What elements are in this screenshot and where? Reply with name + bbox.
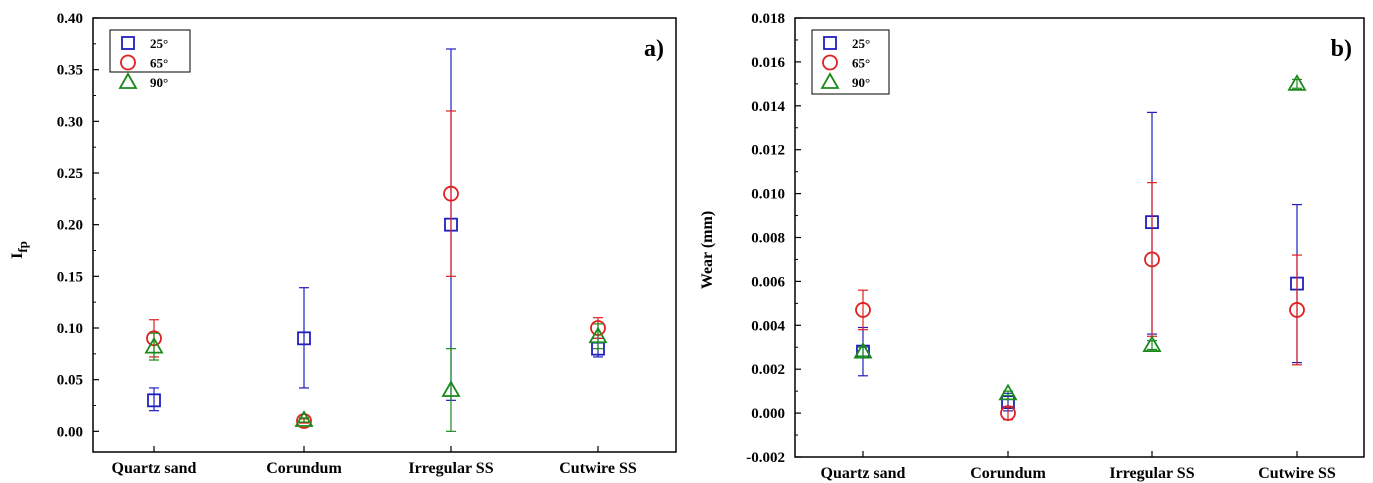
y-axis-title: Ifp bbox=[9, 241, 30, 259]
data-point bbox=[443, 185, 459, 202]
y-tick-label: 0.012 bbox=[751, 143, 785, 159]
data-point bbox=[1144, 251, 1160, 268]
series-0 bbox=[147, 48, 605, 412]
y-tick-label: 0.10 bbox=[57, 321, 83, 337]
data-point bbox=[1287, 74, 1307, 91]
y-tick-label: 0.018 bbox=[751, 11, 785, 27]
y-tick-label: 0.008 bbox=[751, 231, 785, 247]
legend-label: 25° bbox=[150, 36, 168, 51]
legend-label: 90° bbox=[852, 75, 870, 90]
data-point bbox=[1142, 335, 1162, 352]
panel-label: b) bbox=[1331, 36, 1352, 62]
y-tick-label: 0.00 bbox=[57, 424, 83, 440]
x-category-label: Irregular SS bbox=[1109, 465, 1194, 482]
y-tick-label: 0.006 bbox=[751, 274, 785, 290]
legend-label: 90° bbox=[150, 75, 168, 90]
x-category-label: Cutwire SS bbox=[1258, 465, 1336, 482]
y-tick-label: 0.002 bbox=[751, 362, 785, 378]
y-tick-label: -0.002 bbox=[746, 450, 785, 466]
y-tick-label: 0.05 bbox=[57, 373, 83, 389]
legend: 25° 65° 90° bbox=[109, 29, 191, 90]
legend-marker bbox=[121, 36, 135, 50]
y-tick-label: 0.000 bbox=[751, 406, 785, 422]
data-point bbox=[144, 336, 164, 354]
y-tick-label: 0.014 bbox=[751, 99, 785, 115]
legend-marker bbox=[823, 36, 837, 50]
legend-marker bbox=[120, 54, 136, 71]
y-tick-label: 0.016 bbox=[751, 55, 785, 71]
data-point bbox=[998, 383, 1018, 401]
legend-label: 65° bbox=[852, 56, 870, 71]
x-category-label: Cutwire SS bbox=[559, 460, 637, 477]
data-point bbox=[147, 393, 161, 408]
x-category-label: Irregular SS bbox=[408, 460, 493, 477]
chart-panel-b: -0.002 0.000 0.002 0.004 0.006 0.008 0.010 0.01… bbox=[699, 11, 1365, 482]
y-tick-label: 0.20 bbox=[57, 218, 83, 234]
data-point bbox=[441, 380, 461, 397]
data-point bbox=[1000, 405, 1016, 422]
data-point bbox=[1289, 302, 1305, 318]
series-1 bbox=[855, 182, 1305, 422]
data-point bbox=[588, 326, 608, 344]
series-0 bbox=[856, 111, 1304, 412]
plot-frame bbox=[92, 17, 677, 453]
series-1 bbox=[146, 110, 606, 429]
data-point bbox=[294, 410, 314, 427]
legend-marker bbox=[118, 72, 138, 89]
x-category-label: Quartz sand bbox=[821, 465, 906, 482]
chart-panel-a: 0.00 0.05 0.10 0.15 0.20 0.25 0.30 0.35 0.40 Quar… bbox=[9, 11, 677, 477]
data-point bbox=[855, 302, 871, 318]
x-category-label: Corundum bbox=[266, 460, 342, 477]
panel-label: a) bbox=[644, 36, 664, 62]
y-tick-label: 0.004 bbox=[751, 318, 785, 334]
legend-marker bbox=[822, 54, 838, 71]
series-2 bbox=[144, 323, 608, 432]
y-axis-title: Wear (mm) bbox=[699, 211, 716, 289]
data-point bbox=[296, 413, 312, 429]
y-tick-label: 0.40 bbox=[57, 11, 83, 27]
legend-label: 25° bbox=[852, 36, 870, 51]
y-tick-label: 0.35 bbox=[57, 63, 83, 79]
legend-marker bbox=[820, 72, 840, 89]
x-category-label: Corundum bbox=[970, 465, 1046, 482]
x-category-label: Quartz sand bbox=[112, 460, 197, 477]
data-point bbox=[853, 341, 873, 359]
legend: 25° 65° 90° bbox=[811, 29, 890, 95]
series-2 bbox=[853, 74, 1307, 401]
legend-label: 65° bbox=[150, 56, 168, 71]
y-axis-title-subscript: fp bbox=[15, 241, 30, 253]
y-tick-label: 0.30 bbox=[57, 114, 83, 130]
y-tick-label: 0.25 bbox=[57, 166, 83, 182]
y-tick-label: 0.010 bbox=[751, 187, 785, 203]
data-point bbox=[297, 331, 311, 346]
y-tick-label: 0.15 bbox=[57, 269, 83, 285]
